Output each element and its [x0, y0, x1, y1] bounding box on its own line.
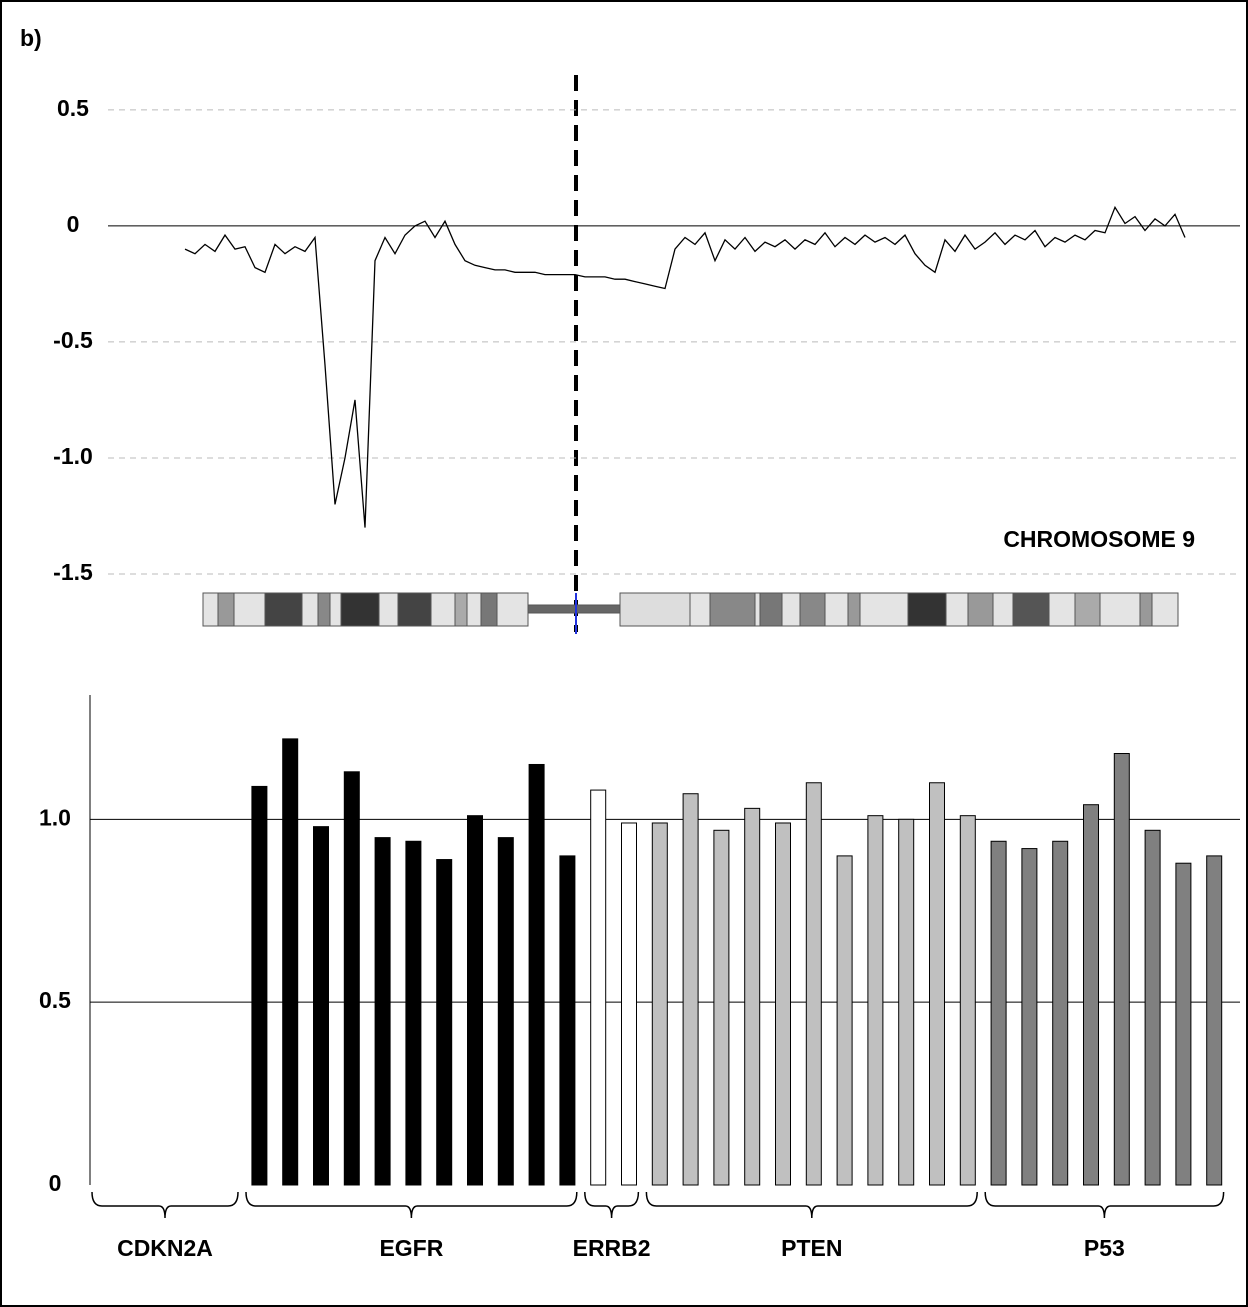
bar	[898, 818, 915, 1186]
bar	[1083, 804, 1099, 1186]
bar	[590, 789, 607, 1186]
bar	[528, 763, 545, 1186]
y-tick-label: 1.0	[39, 804, 71, 830]
group-brace	[584, 1191, 640, 1219]
group-brace	[984, 1191, 1225, 1219]
y-tick-label: 0	[67, 211, 80, 237]
bar	[1144, 829, 1161, 1186]
copy-number-line	[184, 205, 1186, 528]
bar	[1052, 840, 1069, 1186]
bar	[775, 822, 791, 1186]
panel-label: b)	[20, 25, 42, 51]
bar	[1113, 753, 1130, 1186]
group-brace	[91, 1191, 239, 1219]
bar	[621, 822, 637, 1186]
bar	[867, 815, 884, 1186]
annotation: CHROMOSOME 9	[1003, 526, 1195, 552]
bar	[651, 822, 668, 1186]
group-label: PTEN	[781, 1235, 842, 1261]
bar	[436, 859, 453, 1186]
group-label: ERRB2	[573, 1235, 651, 1261]
bar	[1175, 862, 1192, 1186]
bar	[343, 771, 360, 1186]
y-tick-label: 0.5	[39, 987, 71, 1013]
group-brace	[645, 1191, 978, 1219]
group-label: CDKN2A	[117, 1235, 213, 1261]
y-tick-label: 0	[49, 1170, 62, 1196]
y-tick-label: 0.5	[57, 95, 89, 121]
y-tick-label: -0.5	[53, 327, 93, 353]
bar	[744, 807, 761, 1186]
y-tick-label: -1.0	[53, 443, 93, 469]
bar	[1021, 848, 1038, 1186]
bar	[713, 829, 730, 1186]
bar	[836, 855, 853, 1186]
bar	[682, 793, 699, 1186]
group-brace	[245, 1191, 578, 1219]
bar	[282, 738, 299, 1186]
bar	[1206, 855, 1223, 1186]
bar	[313, 826, 329, 1186]
bar	[559, 855, 576, 1186]
bar	[251, 785, 268, 1186]
y-tick-label: -1.5	[53, 559, 93, 585]
bar	[467, 815, 483, 1186]
group-label: P53	[1084, 1235, 1125, 1261]
ideogram	[202, 592, 1179, 634]
group-label: EGFR	[379, 1235, 443, 1261]
bar	[990, 840, 1007, 1186]
bar	[497, 837, 514, 1186]
bar	[959, 815, 976, 1186]
bar	[405, 840, 422, 1186]
bar	[374, 837, 391, 1186]
bar	[805, 782, 822, 1186]
bar	[929, 782, 945, 1186]
